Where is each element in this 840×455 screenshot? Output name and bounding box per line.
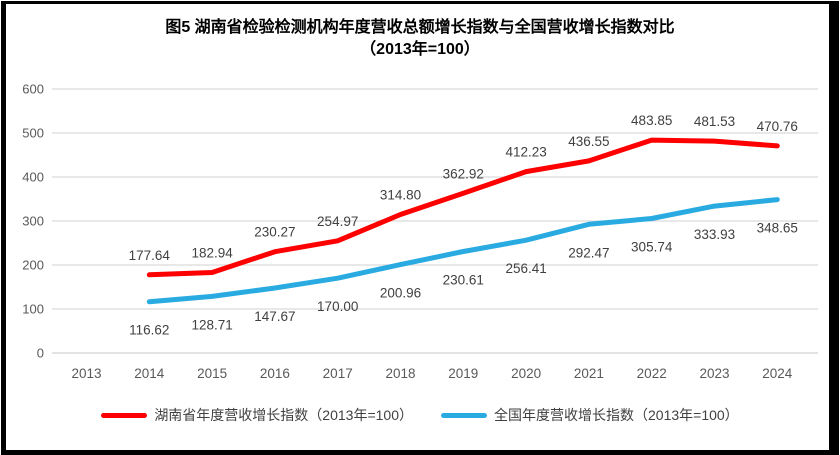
y-tick-label: 100 [22, 302, 44, 317]
data-label: 170.00 [317, 299, 358, 314]
x-tick-label: 2014 [134, 366, 165, 381]
data-label: 256.41 [505, 261, 546, 276]
data-label: 147.67 [254, 309, 295, 324]
legend-item-hunan: 湖南省年度营收增长指数（2013年=100） [101, 405, 413, 425]
y-axis-tick-labels: 0 100 200 300 400 500 600 [22, 82, 44, 361]
x-tick-label: 2018 [385, 366, 415, 381]
y-gridlines [52, 88, 818, 354]
legend-label-national: 全国年度营收增长指数（2013年=100） [494, 407, 739, 423]
data-label: 470.76 [757, 119, 798, 134]
x-tick-label: 2019 [448, 366, 478, 381]
data-label: 483.85 [631, 113, 672, 128]
x-axis-tick-labels: 2013 2014 2015 2016 2017 2018 2019 2020 2021 2022… [71, 366, 792, 381]
x-tick-label: 2016 [260, 366, 290, 381]
data-label: 254.97 [317, 214, 358, 229]
y-tick-label: 500 [22, 126, 44, 141]
legend-label-hunan: 湖南省年度营收增长指数（2013年=100） [154, 407, 413, 423]
x-tick-label: 2022 [637, 366, 667, 381]
hunan-series-data-labels: 177.64 182.94 230.27 254.97 314.80 362.92 412.… [129, 113, 798, 263]
data-label: 362.92 [443, 166, 484, 181]
x-tick-label: 2024 [762, 366, 793, 381]
data-label: 182.94 [191, 246, 233, 261]
hunan-series-line [146, 137, 780, 278]
y-tick-label: 300 [22, 214, 44, 229]
data-label: 177.64 [129, 248, 171, 263]
chart-title: 图5 湖南省检验检测机构年度营收总额增长指数与全国营收增长指数对比 （2013年… [0, 17, 840, 61]
chart-title-line1: 图5 湖南省检验检测机构年度营收总额增长指数与全国营收增长指数对比 [165, 19, 675, 36]
data-label: 305.74 [631, 239, 673, 254]
data-label: 230.61 [443, 273, 484, 288]
chart-title-line2: （2013年=100） [360, 41, 480, 58]
y-tick-label: 0 [37, 346, 44, 361]
x-tick-label: 2021 [574, 366, 604, 381]
national-series-data-labels: 116.62 128.71 147.67 170.00 200.96 230.61 256.… [129, 221, 798, 338]
data-label: 314.80 [380, 187, 421, 202]
national-series-line [146, 197, 780, 305]
data-label: 348.65 [757, 221, 798, 236]
data-label: 230.27 [254, 225, 295, 240]
x-tick-label: 2020 [511, 366, 541, 381]
data-label: 200.96 [380, 286, 421, 301]
legend: 湖南省年度营收增长指数（2013年=100） 全国年度营收增长指数（2013年=… [0, 405, 840, 425]
legend-item-national: 全国年度营收增长指数（2013年=100） [441, 405, 739, 425]
y-tick-label: 600 [22, 82, 44, 97]
national-series-line-swatch [441, 412, 487, 418]
hunan-series-line-swatch [101, 412, 148, 418]
data-label: 333.93 [694, 227, 735, 242]
data-label: 116.62 [129, 323, 169, 338]
x-tick-label: 2015 [197, 366, 227, 381]
x-tick-label: 2023 [699, 366, 729, 381]
data-label: 436.55 [568, 134, 609, 149]
y-tick-label: 200 [22, 258, 44, 273]
data-label: 292.47 [568, 245, 609, 260]
data-label: 128.71 [191, 317, 232, 332]
x-tick-label: 2013 [71, 366, 101, 381]
y-tick-label: 400 [22, 170, 44, 185]
data-label: 412.23 [505, 145, 546, 160]
data-label: 481.53 [694, 114, 735, 129]
x-tick-label: 2017 [323, 366, 353, 381]
